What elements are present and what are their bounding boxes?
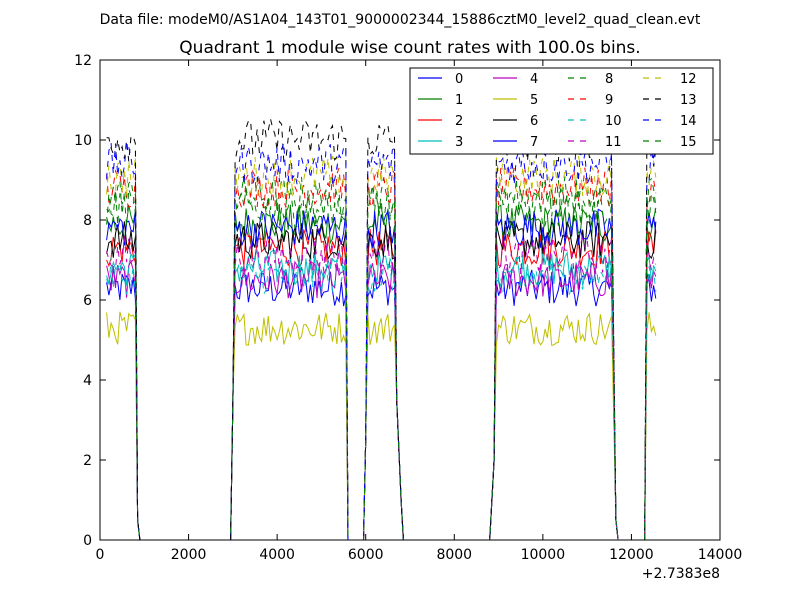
y-tick-label: 4 <box>83 373 92 389</box>
legend-label-13: 13 <box>680 93 697 108</box>
y-tick-label: 8 <box>83 213 92 229</box>
legend-label-9: 9 <box>605 93 613 108</box>
legend-label-11: 11 <box>605 135 622 150</box>
x-tick-label: 12000 <box>609 547 654 563</box>
legend-label-4: 4 <box>530 72 538 87</box>
x-tick-label: 6000 <box>348 547 384 563</box>
legend-label-15: 15 <box>680 135 697 150</box>
legend-label-7: 7 <box>530 135 538 150</box>
legend-label-5: 5 <box>530 93 538 108</box>
legend-box <box>409 67 714 155</box>
y-tick-label: 10 <box>74 133 92 149</box>
x-tick-label: 14000 <box>698 547 743 563</box>
legend-label-2: 2 <box>455 114 463 129</box>
series-line-12 <box>106 155 657 541</box>
series-line-11 <box>106 235 657 541</box>
legend-label-0: 0 <box>455 72 463 87</box>
series-line-5 <box>106 311 657 541</box>
legend-label-8: 8 <box>605 72 613 87</box>
x-tick-label: 10000 <box>521 547 566 563</box>
series-line-14 <box>106 140 657 541</box>
x-offset-label: +2.7383e8 <box>642 566 720 582</box>
legend-label-1: 1 <box>455 93 463 108</box>
series-line-10 <box>106 256 657 541</box>
series-line-4 <box>106 260 657 541</box>
chart-title: Quadrant 1 module wise count rates with … <box>179 38 640 58</box>
series-line-6 <box>106 220 657 541</box>
x-tick-label: 4000 <box>259 547 295 563</box>
legend-label-6: 6 <box>530 114 538 129</box>
series-line-3 <box>106 248 657 541</box>
series-line-9 <box>106 166 657 541</box>
series-line-8 <box>106 176 657 541</box>
y-tick-label: 0 <box>83 533 92 549</box>
series-line-7 <box>106 208 657 541</box>
legend-label-10: 10 <box>605 114 622 129</box>
y-tick-label: 6 <box>83 293 92 309</box>
x-tick-label: 2000 <box>171 547 207 563</box>
x-tick-label: 0 <box>96 547 105 563</box>
legend-label-3: 3 <box>455 135 463 150</box>
chart-suptitle: Data file: modeM0/AS1A04_143T01_90000023… <box>100 12 701 28</box>
x-tick-label: 8000 <box>436 547 472 563</box>
y-tick-label: 12 <box>74 53 92 69</box>
legend-label-12: 12 <box>680 72 697 87</box>
legend-label-14: 14 <box>680 114 697 129</box>
y-tick-label: 2 <box>83 453 92 469</box>
axis-ticks: 0 2000 4000 6000 8000 10000 12000 1400002468101… <box>74 53 742 563</box>
